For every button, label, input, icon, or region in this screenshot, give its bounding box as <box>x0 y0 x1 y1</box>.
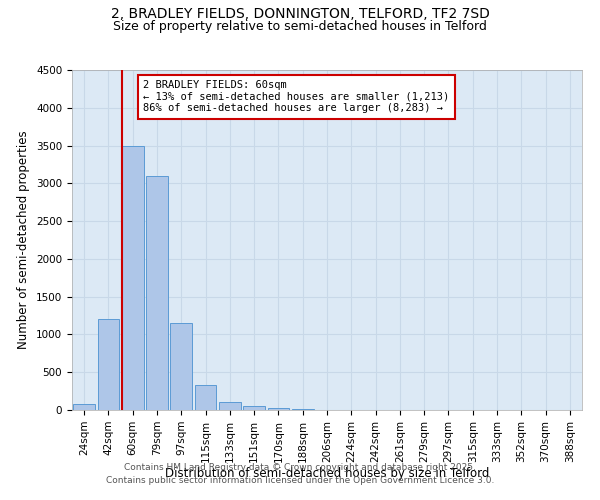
Text: 2, BRADLEY FIELDS, DONNINGTON, TELFORD, TF2 7SD: 2, BRADLEY FIELDS, DONNINGTON, TELFORD, … <box>110 8 490 22</box>
Bar <box>146 176 168 410</box>
Bar <box>243 406 265 410</box>
Bar <box>170 323 192 410</box>
Bar <box>97 320 119 410</box>
Y-axis label: Number of semi-detached properties: Number of semi-detached properties <box>17 130 31 350</box>
Bar <box>219 402 241 410</box>
Text: Contains HM Land Registry data © Crown copyright and database right 2025.: Contains HM Land Registry data © Crown c… <box>124 464 476 472</box>
Bar <box>73 404 95 410</box>
Text: 2 BRADLEY FIELDS: 60sqm
← 13% of semi-detached houses are smaller (1,213)
86% of: 2 BRADLEY FIELDS: 60sqm ← 13% of semi-de… <box>143 80 449 114</box>
X-axis label: Distribution of semi-detached houses by size in Telford: Distribution of semi-detached houses by … <box>165 468 489 480</box>
Text: Contains public sector information licensed under the Open Government Licence 3.: Contains public sector information licen… <box>106 476 494 485</box>
Bar <box>122 146 143 410</box>
Bar <box>292 409 314 410</box>
Bar <box>268 408 289 410</box>
Text: Size of property relative to semi-detached houses in Telford: Size of property relative to semi-detach… <box>113 20 487 33</box>
Bar <box>194 385 217 410</box>
